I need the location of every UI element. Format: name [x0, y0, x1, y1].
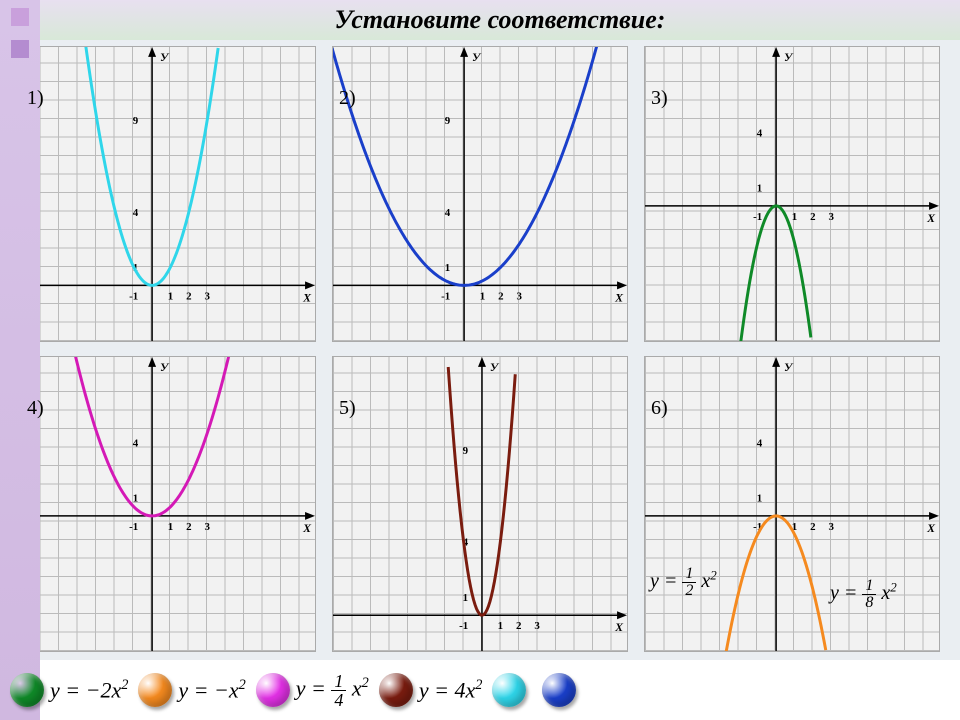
chart-svg: У Х 1 4 9 -1 1 2 3 — [333, 47, 627, 341]
chart-panel-p1: 1)УХ149-1123 — [20, 46, 316, 342]
svg-text:1: 1 — [445, 262, 450, 274]
legend-row: y = −2x2 y = −x2 y = 14 x2 y = 4x2 — [10, 660, 950, 720]
panel-number: 4) — [27, 397, 44, 420]
svg-text:-1: -1 — [753, 211, 762, 223]
decorative-square — [11, 40, 29, 58]
svg-text:3: 3 — [205, 290, 211, 302]
svg-text:2: 2 — [810, 521, 815, 533]
svg-text:4: 4 — [133, 207, 139, 219]
svg-text:-1: -1 — [129, 521, 138, 533]
svg-text:4: 4 — [757, 127, 763, 139]
chart-svg: У Х 1 4 -1 1 2 3 — [21, 357, 315, 651]
overlay-formula: y = 12 x2 — [650, 566, 717, 599]
chart-panel-p4: 4) У Х 1 4 -1 1 2 3 — [20, 356, 316, 652]
panel-number: 1) — [27, 87, 44, 110]
svg-text:Х: Х — [926, 211, 936, 225]
panel-number: 3) — [651, 87, 668, 110]
decorative-square — [11, 8, 29, 26]
svg-text:1: 1 — [757, 493, 762, 505]
svg-text:У: У — [784, 360, 794, 374]
svg-text:4: 4 — [445, 207, 451, 219]
svg-text:2: 2 — [810, 211, 815, 223]
svg-text:Х: Х — [302, 521, 312, 535]
svg-text:Х: Х — [926, 521, 936, 535]
svg-text:9: 9 — [463, 445, 469, 457]
charts-grid: 1) У Х 1 4 9 -1 1 2 3 2) У Х 1 4 9 -1 1 2 3 3) У Х 1 4 -1 1 2 3 4) У Х 1… — [0, 40, 960, 660]
legend-dot[interactable] — [492, 673, 526, 707]
svg-text:-1: -1 — [441, 290, 450, 302]
svg-text:2: 2 — [186, 521, 191, 533]
panel-number: 5) — [339, 397, 356, 420]
svg-text:1: 1 — [463, 592, 468, 604]
chart-panel-p2: 2) У Х 1 4 9 -1 1 2 3 — [332, 46, 628, 342]
svg-text:У: У — [472, 50, 482, 64]
svg-text:1: 1 — [133, 493, 138, 505]
svg-text:1: 1 — [168, 521, 173, 533]
svg-text:У: У — [160, 360, 170, 374]
svg-text:Х: Х — [302, 290, 312, 304]
svg-text:9: 9 — [445, 115, 451, 127]
svg-text:9: 9 — [133, 115, 139, 127]
svg-text:Х: Х — [614, 290, 624, 304]
panel-number: 6) — [651, 397, 668, 420]
legend-dot[interactable] — [379, 673, 413, 707]
chart-panel-p5: 5)УХ149-1123 — [332, 356, 628, 652]
svg-text:Х: Х — [614, 620, 624, 634]
chart-svg: УХ149-1123 — [333, 357, 627, 651]
svg-text:3: 3 — [205, 521, 211, 533]
svg-text:У: У — [160, 50, 170, 64]
page-title: Установите соответствие: — [40, 0, 960, 40]
svg-text:3: 3 — [534, 620, 540, 632]
overlay-formula: y = 18 x2 — [830, 578, 897, 611]
svg-text:2: 2 — [186, 290, 191, 302]
legend-formula: y = −x2 — [178, 677, 245, 703]
svg-text:1: 1 — [480, 290, 485, 302]
svg-text:1: 1 — [757, 183, 762, 195]
svg-text:1: 1 — [792, 211, 797, 223]
svg-text:У: У — [784, 50, 794, 64]
svg-text:1: 1 — [168, 290, 173, 302]
legend-dot[interactable] — [256, 673, 290, 707]
svg-text:3: 3 — [829, 211, 835, 223]
svg-text:2: 2 — [498, 290, 503, 302]
svg-text:У: У — [490, 360, 500, 374]
legend-formula: y = 4x2 — [419, 677, 483, 703]
svg-text:3: 3 — [517, 290, 523, 302]
svg-text:2: 2 — [516, 620, 521, 632]
svg-text:4: 4 — [133, 437, 139, 449]
chart-svg: У Х 1 4 -1 1 2 3 — [645, 47, 939, 341]
legend-formula: y = −2x2 — [50, 677, 128, 703]
svg-text:-1: -1 — [459, 620, 468, 632]
chart-panel-p3: 3) У Х 1 4 -1 1 2 3 — [644, 46, 940, 342]
svg-text:-1: -1 — [129, 290, 138, 302]
legend-dot[interactable] — [10, 673, 44, 707]
svg-text:3: 3 — [829, 521, 835, 533]
chart-svg: УХ149-1123 — [21, 47, 315, 341]
panel-number: 2) — [339, 87, 356, 110]
legend-formula: y = 14 x2 — [296, 672, 369, 709]
legend-dot[interactable] — [138, 673, 172, 707]
svg-text:1: 1 — [498, 620, 503, 632]
svg-text:4: 4 — [757, 437, 763, 449]
legend-dot[interactable] — [542, 673, 576, 707]
